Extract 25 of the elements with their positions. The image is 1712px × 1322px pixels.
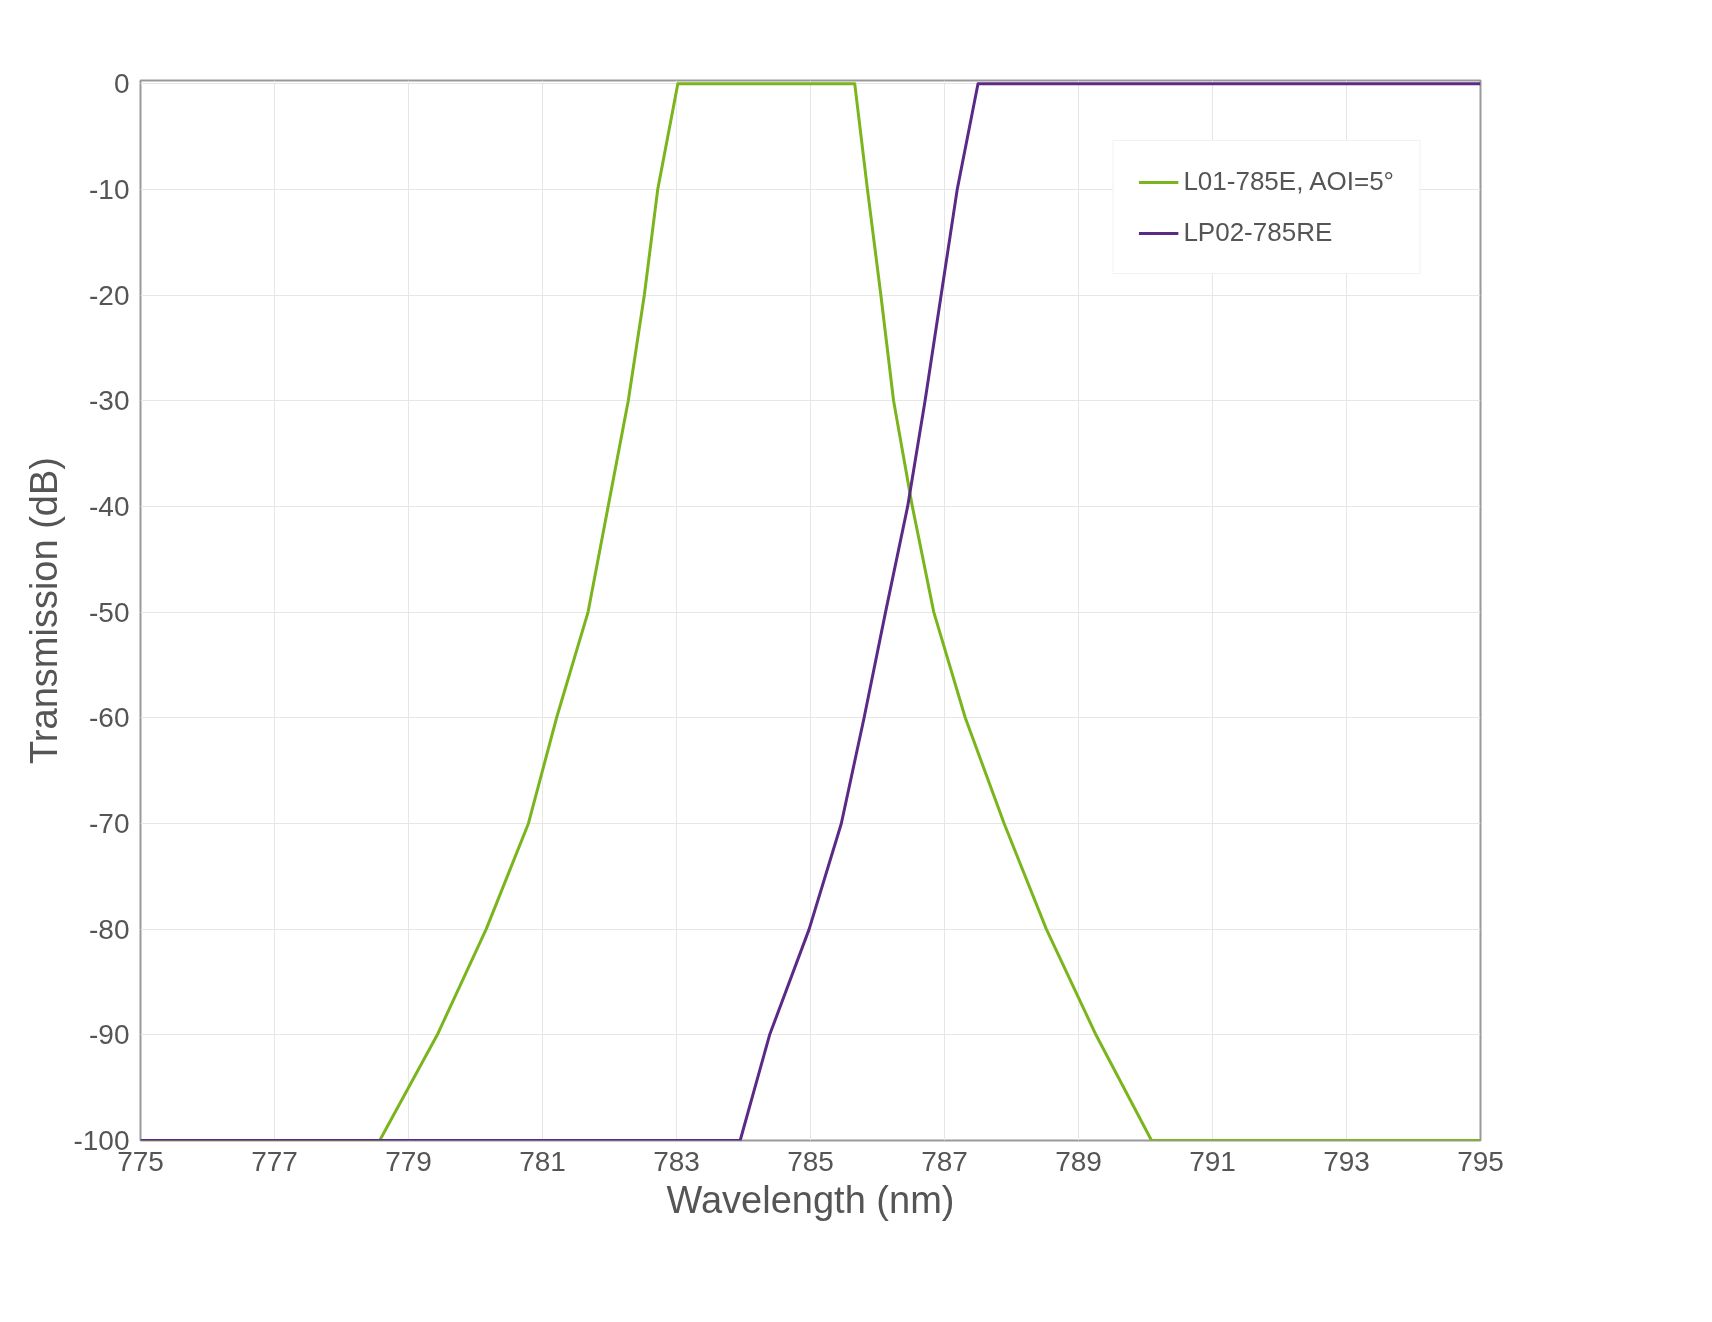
y-tick-label: -90	[89, 1019, 130, 1051]
x-tick-label: 783	[653, 1145, 700, 1177]
y-tick-label: 0	[113, 68, 130, 100]
x-axis-title: Wavelength (nm)	[666, 1178, 955, 1221]
y-tick-label: -60	[89, 702, 130, 734]
y-tick-label: -30	[89, 385, 130, 417]
x-tick-label: 795	[1457, 1145, 1504, 1177]
y-tick-label: -20	[89, 279, 130, 311]
y-axis-title: Transmission (dB)	[23, 457, 66, 764]
y-tick-label: -40	[89, 490, 130, 522]
x-tick-label: 793	[1323, 1145, 1370, 1177]
x-tick-label: 791	[1189, 1145, 1236, 1177]
legend-label: L01-785E, AOI=5°	[1183, 166, 1394, 197]
x-tick-label: 785	[787, 1145, 834, 1177]
x-tick-label: 779	[385, 1145, 432, 1177]
x-tick-label: 787	[921, 1145, 968, 1177]
x-tick-label: 781	[519, 1145, 566, 1177]
y-tick-label: -80	[89, 913, 130, 945]
legend-label: LP02-785RE	[1183, 217, 1333, 248]
y-tick-label: -10	[89, 173, 130, 205]
y-tick-label: -50	[89, 596, 130, 628]
x-tick-label: 777	[251, 1145, 298, 1177]
x-tick-label: 789	[1055, 1145, 1102, 1177]
line-series	[140, 82, 1481, 1141]
y-tick-label: -70	[89, 807, 130, 839]
